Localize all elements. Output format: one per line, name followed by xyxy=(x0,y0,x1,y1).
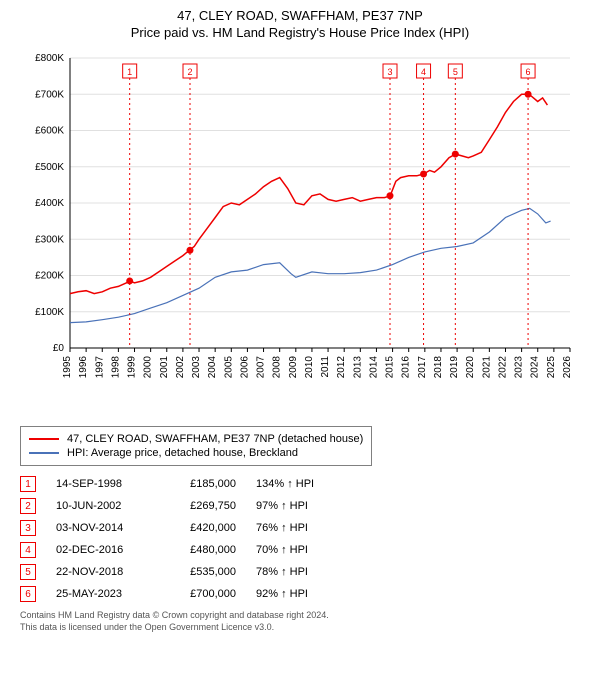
transaction-marker: 4 xyxy=(20,542,36,558)
svg-text:2000: 2000 xyxy=(143,356,154,379)
transaction-price: £535,000 xyxy=(166,566,236,578)
chart-container: { "title_line1": "47, CLEY ROAD, SWAFFHA… xyxy=(0,0,600,643)
svg-text:1998: 1998 xyxy=(110,356,121,379)
transaction-row: 5 22-NOV-2018 £535,000 78% ↑ HPI xyxy=(20,564,580,580)
transaction-row: 2 10-JUN-2002 £269,750 97% ↑ HPI xyxy=(20,498,580,514)
svg-text:2022: 2022 xyxy=(497,356,508,379)
svg-text:£500K: £500K xyxy=(35,162,64,173)
svg-text:£600K: £600K xyxy=(35,126,64,137)
svg-text:2020: 2020 xyxy=(465,356,476,379)
svg-text:2012: 2012 xyxy=(336,356,347,379)
svg-text:6: 6 xyxy=(526,67,531,77)
svg-text:£300K: £300K xyxy=(35,234,64,245)
svg-text:2018: 2018 xyxy=(433,356,444,379)
chart-title-sub: Price paid vs. HM Land Registry's House … xyxy=(20,25,580,40)
transaction-date: 03-NOV-2014 xyxy=(56,522,146,534)
svg-text:2009: 2009 xyxy=(288,356,299,379)
transaction-date: 25-MAY-2023 xyxy=(56,588,146,600)
transaction-pct: 78% ↑ HPI xyxy=(256,566,346,578)
svg-text:£0: £0 xyxy=(53,343,65,354)
svg-text:2014: 2014 xyxy=(368,356,379,379)
transaction-pct: 134% ↑ HPI xyxy=(256,478,346,490)
transaction-price: £269,750 xyxy=(166,500,236,512)
transaction-row: 4 02-DEC-2016 £480,000 70% ↑ HPI xyxy=(20,542,580,558)
transaction-marker: 5 xyxy=(20,564,36,580)
transaction-row: 1 14-SEP-1998 £185,000 134% ↑ HPI xyxy=(20,476,580,492)
svg-text:1: 1 xyxy=(127,67,132,77)
legend-label: HPI: Average price, detached house, Brec… xyxy=(67,447,298,459)
svg-text:2007: 2007 xyxy=(256,356,267,379)
svg-text:1999: 1999 xyxy=(127,356,138,379)
transaction-date: 02-DEC-2016 xyxy=(56,544,146,556)
transaction-price: £700,000 xyxy=(166,588,236,600)
transaction-pct: 76% ↑ HPI xyxy=(256,522,346,534)
svg-text:2006: 2006 xyxy=(239,356,250,379)
title-block: 47, CLEY ROAD, SWAFFHAM, PE37 7NP Price … xyxy=(20,8,580,40)
transaction-date: 22-NOV-2018 xyxy=(56,566,146,578)
svg-text:2001: 2001 xyxy=(159,356,170,379)
svg-text:4: 4 xyxy=(421,67,426,77)
transaction-date: 10-JUN-2002 xyxy=(56,500,146,512)
svg-text:2015: 2015 xyxy=(385,356,396,379)
legend: 47, CLEY ROAD, SWAFFHAM, PE37 7NP (detac… xyxy=(20,426,372,466)
svg-text:2016: 2016 xyxy=(401,356,412,379)
svg-text:2013: 2013 xyxy=(352,356,363,379)
transaction-price: £420,000 xyxy=(166,522,236,534)
transaction-row: 6 25-MAY-2023 £700,000 92% ↑ HPI xyxy=(20,586,580,602)
transaction-pct: 70% ↑ HPI xyxy=(256,544,346,556)
svg-text:2005: 2005 xyxy=(223,356,234,379)
svg-text:2011: 2011 xyxy=(320,356,331,378)
transaction-marker: 6 xyxy=(20,586,36,602)
svg-text:2026: 2026 xyxy=(562,356,573,379)
footer: Contains HM Land Registry data © Crown c… xyxy=(20,610,580,633)
transaction-marker: 1 xyxy=(20,476,36,492)
transaction-price: £185,000 xyxy=(166,478,236,490)
svg-text:5: 5 xyxy=(453,67,458,77)
svg-text:2003: 2003 xyxy=(191,356,202,379)
footer-line: This data is licensed under the Open Gov… xyxy=(20,622,580,634)
svg-text:2: 2 xyxy=(187,67,192,77)
svg-text:1995: 1995 xyxy=(62,356,73,379)
svg-text:£200K: £200K xyxy=(35,271,64,282)
svg-text:2008: 2008 xyxy=(272,356,283,379)
legend-row: 47, CLEY ROAD, SWAFFHAM, PE37 7NP (detac… xyxy=(29,433,363,445)
transaction-marker: 2 xyxy=(20,498,36,514)
chart-title-address: 47, CLEY ROAD, SWAFFHAM, PE37 7NP xyxy=(20,8,580,23)
svg-text:3: 3 xyxy=(387,67,392,77)
svg-text:1997: 1997 xyxy=(94,356,105,379)
svg-text:2004: 2004 xyxy=(207,356,218,379)
svg-text:£700K: £700K xyxy=(35,89,64,100)
transaction-table: 1 14-SEP-1998 £185,000 134% ↑ HPI 2 10-JUN-20… xyxy=(20,476,580,602)
transaction-date: 14-SEP-1998 xyxy=(56,478,146,490)
svg-text:2002: 2002 xyxy=(175,356,186,379)
svg-text:2010: 2010 xyxy=(304,356,315,379)
transaction-pct: 97% ↑ HPI xyxy=(256,500,346,512)
legend-swatch-property xyxy=(29,438,59,440)
svg-text:2021: 2021 xyxy=(481,356,492,379)
transaction-price: £480,000 xyxy=(166,544,236,556)
footer-line: Contains HM Land Registry data © Crown c… xyxy=(20,610,580,622)
svg-text:2025: 2025 xyxy=(546,356,557,379)
svg-text:£800K: £800K xyxy=(35,53,64,64)
svg-text:1996: 1996 xyxy=(78,356,89,379)
svg-text:2017: 2017 xyxy=(417,356,428,379)
legend-swatch-hpi xyxy=(29,452,59,454)
svg-text:2019: 2019 xyxy=(449,356,460,379)
svg-text:2023: 2023 xyxy=(514,356,525,379)
svg-text:2024: 2024 xyxy=(530,356,541,379)
chart-plot: £0 £100K £200K £300K £400K £500K £600K £700K £80… xyxy=(20,48,580,408)
chart-svg: £0 £100K £200K £300K £400K £500K £600K £700K £80… xyxy=(20,48,580,408)
svg-text:£400K: £400K xyxy=(35,198,64,209)
svg-text:£100K: £100K xyxy=(35,307,64,318)
transaction-pct: 92% ↑ HPI xyxy=(256,588,346,600)
legend-label: 47, CLEY ROAD, SWAFFHAM, PE37 7NP (detac… xyxy=(67,433,363,445)
transaction-marker: 3 xyxy=(20,520,36,536)
legend-row: HPI: Average price, detached house, Brec… xyxy=(29,447,363,459)
transaction-row: 3 03-NOV-2014 £420,000 76% ↑ HPI xyxy=(20,520,580,536)
